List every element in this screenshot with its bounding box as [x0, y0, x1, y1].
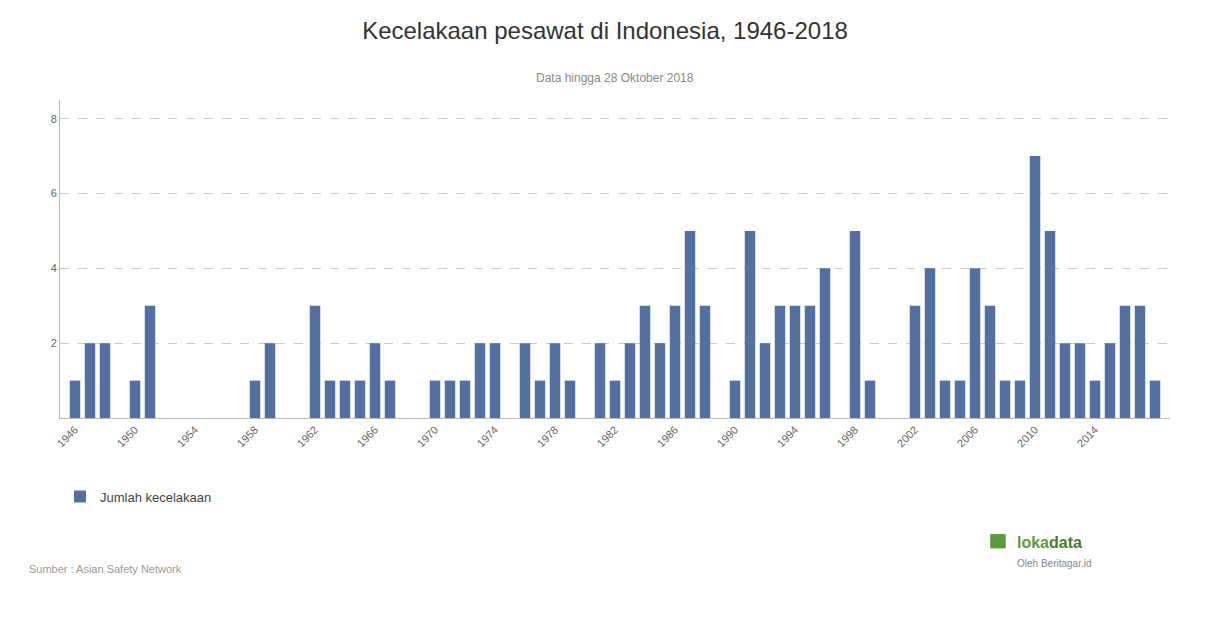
svg-text:Kecelakaan pesawat di Indonesi: Kecelakaan pesawat di Indonesia, 1946-20… — [362, 17, 848, 44]
svg-text:1994: 1994 — [775, 424, 801, 450]
svg-text:6: 6 — [51, 187, 57, 199]
svg-text:1966: 1966 — [355, 424, 381, 450]
svg-text:2: 2 — [51, 337, 57, 349]
svg-text:2010: 2010 — [1015, 424, 1041, 450]
svg-text:1954: 1954 — [175, 424, 201, 450]
svg-text:1998: 1998 — [835, 424, 861, 450]
svg-text:1986: 1986 — [655, 424, 681, 450]
svg-text:1974: 1974 — [475, 424, 501, 450]
svg-text:2002: 2002 — [895, 424, 921, 450]
svg-text:Sumber : Asian Safety Network: Sumber : Asian Safety Network — [29, 563, 182, 575]
svg-text:1978: 1978 — [535, 424, 561, 450]
svg-text:1970: 1970 — [415, 424, 441, 450]
svg-text:1958: 1958 — [235, 424, 261, 450]
svg-text:Jumlah kecelakaan: Jumlah kecelakaan — [100, 490, 211, 505]
svg-text:Data hingga 28 Oktober 2018: Data hingga 28 Oktober 2018 — [536, 71, 694, 85]
svg-text:2014: 2014 — [1075, 424, 1101, 450]
svg-text:2006: 2006 — [955, 424, 981, 450]
svg-text:1950: 1950 — [115, 424, 141, 450]
svg-text:1982: 1982 — [595, 424, 621, 450]
svg-text:1990: 1990 — [715, 424, 741, 450]
svg-text:1946: 1946 — [55, 424, 81, 450]
svg-text:1962: 1962 — [295, 424, 321, 450]
svg-text:Oleh Beritagar.id: Oleh Beritagar.id — [1017, 558, 1092, 569]
svg-text:8: 8 — [51, 113, 57, 125]
svg-text:lokadata: lokadata — [1017, 534, 1082, 551]
svg-text:4: 4 — [51, 262, 57, 274]
